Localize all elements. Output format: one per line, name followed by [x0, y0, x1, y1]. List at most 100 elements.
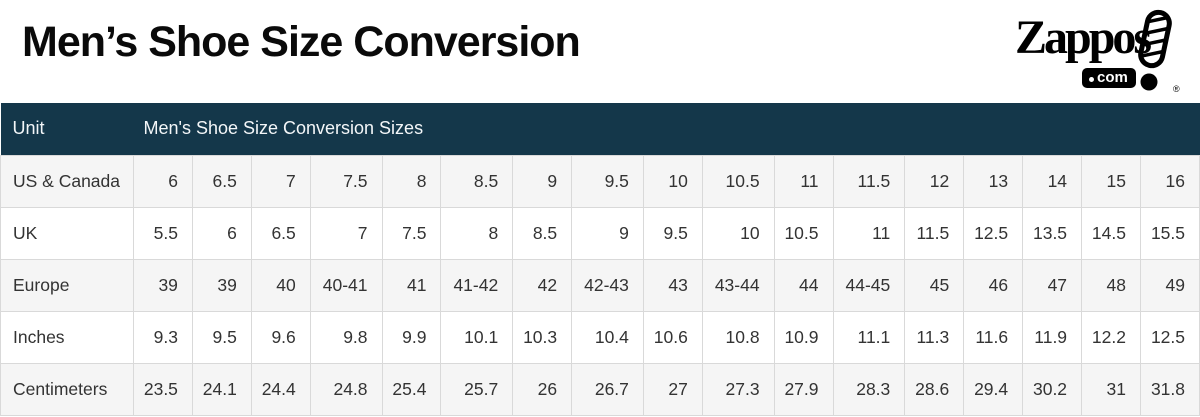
size-cell: 9.6 — [250, 310, 311, 364]
size-cell: 28.3 — [832, 362, 906, 416]
size-cell: 7 — [250, 154, 311, 208]
size-cell: 10.5 — [773, 206, 834, 260]
size-cell: 46 — [963, 258, 1024, 312]
row-label: Centimeters — [0, 362, 134, 416]
size-cell: 43-44 — [701, 258, 775, 312]
size-cell: 8 — [440, 206, 514, 260]
size-cell: 12.5 — [1139, 310, 1200, 364]
size-cell: 45 — [904, 258, 965, 312]
size-cell: 9.3 — [133, 310, 193, 364]
size-cell: 25.7 — [440, 362, 514, 416]
size-cell: 30.2 — [1022, 362, 1083, 416]
table-row: Europe 39 39 40 40-41 41 41-42 42 42-43 43 43-44 44… — [0, 258, 1200, 312]
table-header: Unit Men's Shoe Size Conversion Sizes — [0, 103, 1200, 155]
size-cell: 27 — [642, 362, 703, 416]
size-cell: 39 — [191, 258, 252, 312]
size-cell: 40 — [250, 258, 311, 312]
size-cell: 6.5 — [250, 206, 311, 260]
size-cell: 16 — [1139, 154, 1200, 208]
size-cell: 9 — [512, 154, 573, 208]
size-cell: 13 — [963, 154, 1024, 208]
size-cell: 9.8 — [309, 310, 383, 364]
size-cell: 12.5 — [963, 206, 1024, 260]
size-cell: 24.1 — [191, 362, 252, 416]
size-cell: 43 — [642, 258, 703, 312]
size-cell: 14.5 — [1081, 206, 1141, 260]
registered-trademark: ® — [1173, 84, 1180, 94]
size-cell: 6 — [133, 154, 193, 208]
size-cell: 10.3 — [512, 310, 573, 364]
size-cell: 44-45 — [832, 258, 906, 312]
size-cell: 11.1 — [832, 310, 906, 364]
table-row: Centimeters 23.5 24.1 24.4 24.8 25.4 25.7 26 26.… — [0, 362, 1200, 416]
size-cell: 10.5 — [701, 154, 775, 208]
size-cell: 12 — [904, 154, 965, 208]
size-cell: 42 — [512, 258, 573, 312]
size-cell: 26.7 — [571, 362, 644, 416]
dotcom-badge: com — [1082, 68, 1136, 88]
page-header: Men’s Shoe Size Conversion Zappos — [0, 0, 1200, 103]
size-cell: 41 — [381, 258, 442, 312]
size-cell: 10 — [701, 206, 775, 260]
size-cell: 31.8 — [1139, 362, 1200, 416]
size-cell: 7.5 — [309, 154, 383, 208]
page-title: Men’s Shoe Size Conversion — [22, 18, 581, 66]
size-cell: 15 — [1081, 154, 1141, 208]
size-cell: 27.3 — [701, 362, 775, 416]
size-cell: 26 — [512, 362, 573, 416]
zappos-wordmark: Zappos — [1015, 11, 1152, 64]
row-label: UK — [0, 206, 134, 260]
row-label: Europe — [0, 258, 134, 312]
size-cell: 9.5 — [642, 206, 703, 260]
size-cell: 12.2 — [1081, 310, 1141, 364]
size-cell: 41-42 — [440, 258, 514, 312]
table-row: US & Canada 6 6.5 7 7.5 8 8.5 9 9.5 10 10.5 11 11.5 1… — [0, 154, 1200, 208]
size-cell: 11 — [773, 154, 834, 208]
size-cell: 28.6 — [904, 362, 965, 416]
dotcom-badge-label: com — [1097, 69, 1128, 86]
size-cell: 8.5 — [440, 154, 514, 208]
size-cell: 47 — [1022, 258, 1083, 312]
table-body: US & Canada 6 6.5 7 7.5 8 8.5 9 9.5 10 10.5 11 11.5 1… — [0, 154, 1200, 416]
size-cell: 10.9 — [773, 310, 834, 364]
row-label: Inches — [0, 310, 134, 364]
size-cell: 9.5 — [571, 154, 644, 208]
size-cell: 44 — [773, 258, 834, 312]
size-cell: 7.5 — [381, 206, 442, 260]
size-cell: 24.4 — [250, 362, 311, 416]
size-cell: 11 — [832, 206, 906, 260]
size-cell: 24.8 — [309, 362, 383, 416]
size-cell: 31 — [1081, 362, 1141, 416]
size-cell: 39 — [133, 258, 193, 312]
size-cell: 25.4 — [381, 362, 442, 416]
size-cell: 10 — [642, 154, 703, 208]
size-cell: 5.5 — [133, 206, 193, 260]
size-cell: 14 — [1022, 154, 1083, 208]
row-label: US & Canada — [0, 154, 134, 208]
size-cell: 27.9 — [773, 362, 834, 416]
header-unit-cell: Unit — [0, 103, 134, 155]
size-cell: 10.4 — [571, 310, 644, 364]
table-row: Inches 9.3 9.5 9.6 9.8 9.9 10.1 10.3 10.4 10.6 10.… — [0, 310, 1200, 364]
size-cell: 10.8 — [701, 310, 775, 364]
size-cell: 11.6 — [963, 310, 1024, 364]
size-cell: 11.5 — [832, 154, 906, 208]
size-cell: 23.5 — [133, 362, 193, 416]
table-header-row: Unit Men's Shoe Size Conversion Sizes — [0, 103, 1200, 155]
size-cell: 9.5 — [191, 310, 252, 364]
header-sizes-cell: Men's Shoe Size Conversion Sizes — [133, 103, 1200, 155]
conversion-table: Unit Men's Shoe Size Conversion Sizes US… — [0, 103, 1200, 416]
size-cell: 40-41 — [309, 258, 383, 312]
size-cell: 11.3 — [904, 310, 965, 364]
size-cell: 42-43 — [571, 258, 644, 312]
shoe-exclamation-icon — [1135, 8, 1177, 105]
size-cell: 10.1 — [440, 310, 514, 364]
size-cell: 15.5 — [1139, 206, 1200, 260]
zappos-logo: Zappos — [987, 6, 1182, 100]
size-cell: 13.5 — [1022, 206, 1083, 260]
size-cell: 49 — [1139, 258, 1200, 312]
table-row: UK 5.5 6 6.5 7 7.5 8 8.5 9 9.5 10 10.5 11 11.5 12.5 13.… — [0, 206, 1200, 260]
size-cell: 10.6 — [642, 310, 703, 364]
size-cell: 8.5 — [512, 206, 573, 260]
size-cell: 48 — [1081, 258, 1141, 312]
